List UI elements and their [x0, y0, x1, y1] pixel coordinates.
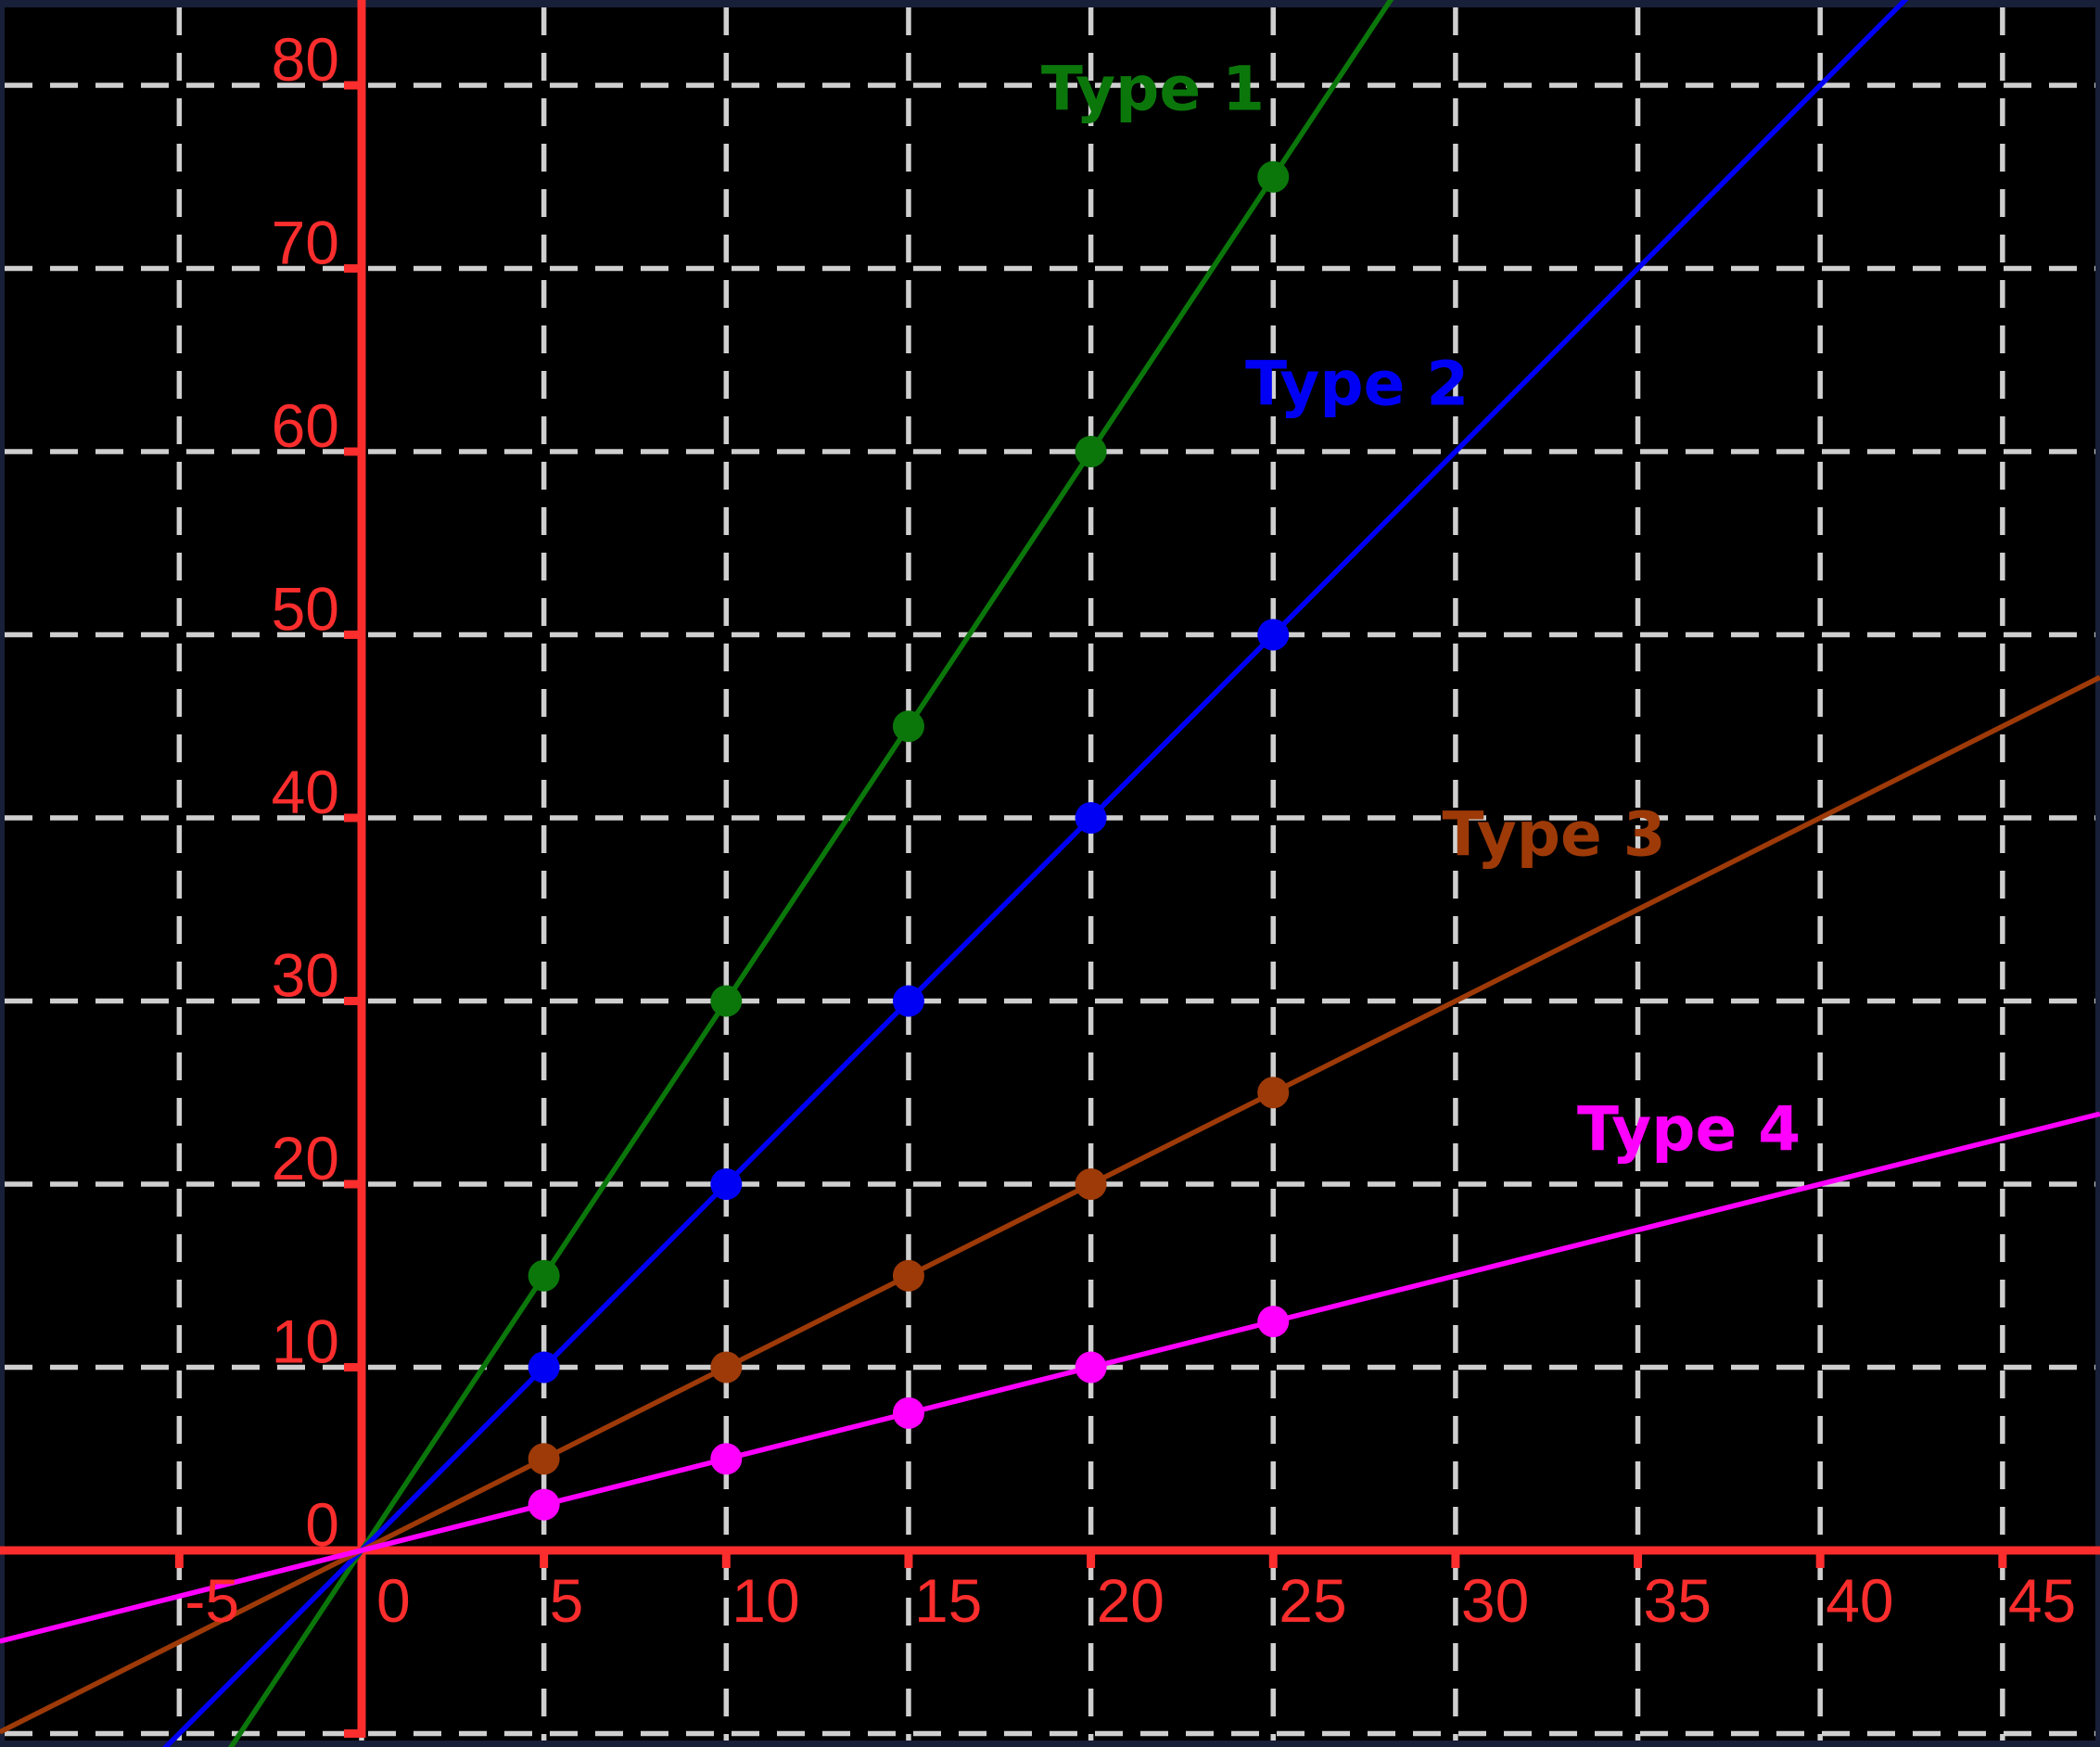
- series-label: Type 1: [1041, 53, 1265, 124]
- x-axis-tick: [1998, 1550, 2007, 1568]
- x-tick-label: 0: [376, 1566, 411, 1635]
- y-axis-tick: [344, 264, 362, 273]
- data-point: [1257, 618, 1290, 651]
- x-axis-tick: [1815, 1550, 1825, 1568]
- y-axis-tick: [344, 1180, 362, 1189]
- data-point: [1075, 1168, 1107, 1200]
- x-axis-tick: [540, 1550, 549, 1568]
- series-labels-layer: Type 1 Type 2 Type 3 Type 4: [1041, 53, 1801, 1165]
- data-point: [710, 1351, 743, 1384]
- gridlines-layer: [5, 7, 2095, 1741]
- data-point: [1075, 802, 1107, 834]
- y-tick-label: 40: [272, 758, 339, 826]
- data-point: [1075, 436, 1107, 467]
- y-axis-tick: [344, 1729, 362, 1738]
- x-tick-label: 40: [1826, 1566, 1893, 1635]
- y-axis-tick: [344, 447, 362, 456]
- x-tick-label: 10: [732, 1566, 799, 1635]
- x-axis-tick: [904, 1550, 913, 1568]
- data-point: [892, 1259, 924, 1292]
- y-axis-tick: [344, 997, 362, 1005]
- data-point: [528, 1443, 560, 1475]
- series-label: Type 3: [1443, 798, 1666, 870]
- data-point: [710, 1168, 743, 1200]
- y-axis-tick: [344, 631, 362, 639]
- data-point: [1075, 1351, 1107, 1384]
- data-point: [528, 1259, 560, 1292]
- data-point: [528, 1488, 560, 1521]
- y-tick-label: 10: [272, 1307, 339, 1376]
- x-tick-label: 20: [1097, 1566, 1165, 1635]
- data-point: [710, 1443, 743, 1475]
- data-point: [892, 1396, 924, 1429]
- x-axis-tick: [721, 1550, 731, 1568]
- data-point: [1257, 1077, 1290, 1109]
- y-tick-label: 80: [272, 25, 339, 94]
- plot-background: [5, 7, 2095, 1741]
- data-point: [710, 985, 743, 1017]
- data-point: [892, 985, 924, 1017]
- x-axis-tick: [1451, 1550, 1460, 1568]
- series-line: [0, 1111, 2100, 1644]
- tick-labels-layer: -5 0 5 10 15 20 25 30 35 40 45 0 10 20 30 40 50 60 70 80: [185, 25, 2076, 1635]
- x-tick-label: 25: [1279, 1566, 1346, 1635]
- x-tick-label: 45: [2008, 1566, 2076, 1635]
- x-tick-label: 30: [1461, 1566, 1529, 1635]
- y-tick-label: 20: [272, 1124, 339, 1192]
- y-tick-label: 0: [305, 1490, 339, 1559]
- y-tick-label: 60: [272, 391, 339, 460]
- y-tick-label: 70: [272, 209, 339, 277]
- y-tick-label: 30: [272, 941, 339, 1010]
- x-tick-label: 35: [1644, 1566, 1712, 1635]
- series-label: Type 4: [1577, 1093, 1801, 1165]
- y-axis-tick: [344, 1363, 362, 1371]
- data-point: [1257, 1306, 1290, 1338]
- series-label: Type 2: [1245, 348, 1469, 419]
- y-axis-tick: [344, 81, 362, 90]
- x-axis-tick: [174, 1550, 184, 1568]
- data-point: [892, 710, 924, 743]
- y-axis-tick: [344, 813, 362, 822]
- x-axis-tick: [357, 1550, 366, 1568]
- x-tick-label: 5: [550, 1566, 584, 1635]
- data-point: [1257, 160, 1290, 193]
- x-axis-tick: [1634, 1550, 1643, 1568]
- x-tick-label: -5: [185, 1566, 239, 1635]
- x-axis-tick: [1268, 1550, 1278, 1568]
- x-axis-tick: [1087, 1550, 1096, 1568]
- data-point: [528, 1351, 560, 1384]
- y-tick-label: 50: [272, 575, 339, 644]
- x-tick-label: 15: [914, 1566, 982, 1635]
- series-line: [0, 675, 2100, 1735]
